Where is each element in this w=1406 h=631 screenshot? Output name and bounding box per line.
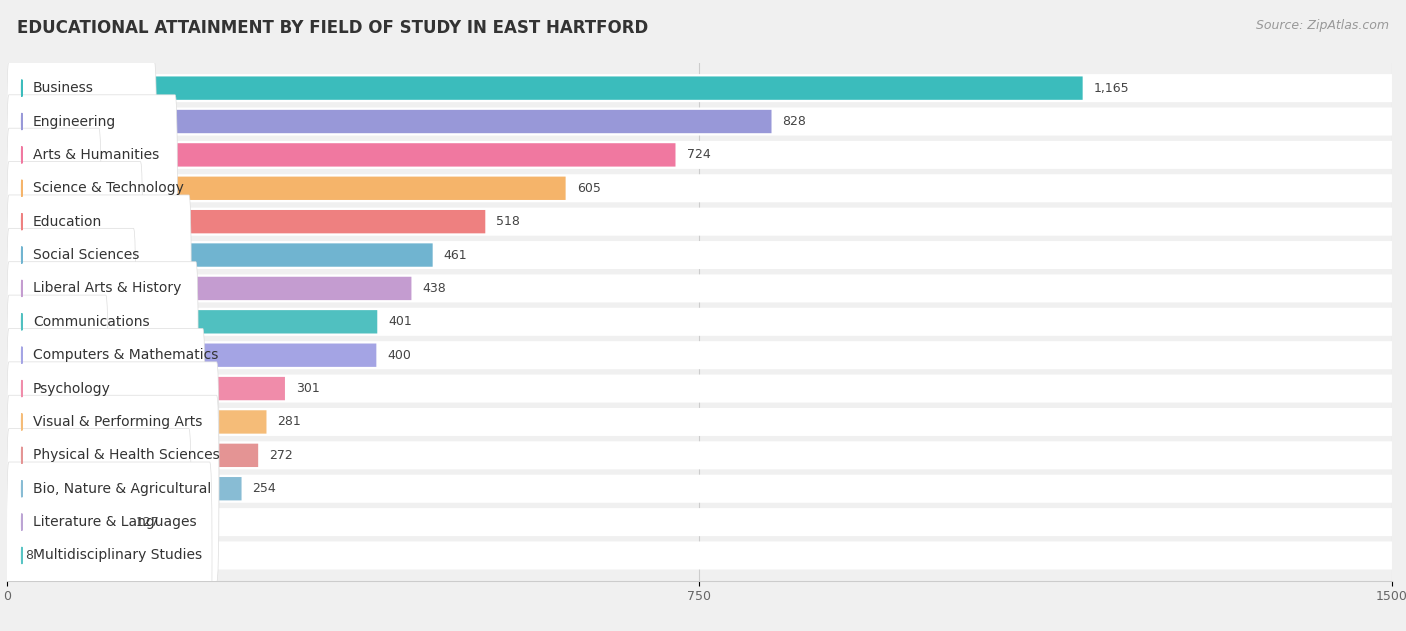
Text: 400: 400 xyxy=(388,349,412,362)
FancyBboxPatch shape xyxy=(7,110,772,133)
FancyBboxPatch shape xyxy=(7,477,242,500)
Text: Multidisciplinary Studies: Multidisciplinary Studies xyxy=(32,548,202,562)
FancyBboxPatch shape xyxy=(7,377,285,400)
FancyBboxPatch shape xyxy=(7,195,191,382)
FancyBboxPatch shape xyxy=(7,177,565,200)
Text: 518: 518 xyxy=(496,215,520,228)
FancyBboxPatch shape xyxy=(7,210,485,233)
FancyBboxPatch shape xyxy=(7,408,1392,436)
FancyBboxPatch shape xyxy=(7,428,191,616)
FancyBboxPatch shape xyxy=(7,74,1392,102)
Text: Social Sciences: Social Sciences xyxy=(32,248,139,262)
FancyBboxPatch shape xyxy=(7,395,219,582)
Text: Psychology: Psychology xyxy=(32,382,111,396)
FancyBboxPatch shape xyxy=(7,308,1392,336)
FancyBboxPatch shape xyxy=(7,141,1392,169)
Text: 272: 272 xyxy=(269,449,292,462)
FancyBboxPatch shape xyxy=(7,375,1392,403)
FancyBboxPatch shape xyxy=(7,475,1392,503)
FancyBboxPatch shape xyxy=(7,343,377,367)
FancyBboxPatch shape xyxy=(7,162,143,348)
Text: Engineering: Engineering xyxy=(32,114,117,129)
FancyBboxPatch shape xyxy=(7,544,14,567)
Text: Liberal Arts & History: Liberal Arts & History xyxy=(32,281,181,295)
FancyBboxPatch shape xyxy=(7,508,1392,536)
Text: 724: 724 xyxy=(686,148,710,162)
FancyBboxPatch shape xyxy=(7,228,136,415)
FancyBboxPatch shape xyxy=(7,61,156,249)
Text: 1,165: 1,165 xyxy=(1094,81,1129,95)
Text: Bio, Nature & Agricultural: Bio, Nature & Agricultural xyxy=(32,481,211,496)
FancyBboxPatch shape xyxy=(7,0,94,182)
Text: Physical & Health Sciences: Physical & Health Sciences xyxy=(32,449,219,463)
Text: EDUCATIONAL ATTAINMENT BY FIELD OF STUDY IN EAST HARTFORD: EDUCATIONAL ATTAINMENT BY FIELD OF STUDY… xyxy=(17,19,648,37)
Text: 127: 127 xyxy=(135,516,159,529)
FancyBboxPatch shape xyxy=(7,244,433,267)
Text: 281: 281 xyxy=(277,415,301,428)
Text: Literature & Languages: Literature & Languages xyxy=(32,515,197,529)
FancyBboxPatch shape xyxy=(7,95,177,282)
FancyBboxPatch shape xyxy=(7,510,124,534)
Text: 605: 605 xyxy=(576,182,600,195)
FancyBboxPatch shape xyxy=(7,410,267,433)
FancyBboxPatch shape xyxy=(7,444,259,467)
Text: Computers & Mathematics: Computers & Mathematics xyxy=(32,348,218,362)
FancyBboxPatch shape xyxy=(7,208,1392,236)
FancyBboxPatch shape xyxy=(7,541,1392,570)
Text: Business: Business xyxy=(32,81,94,95)
FancyBboxPatch shape xyxy=(7,274,1392,302)
FancyBboxPatch shape xyxy=(7,241,1392,269)
Text: Arts & Humanities: Arts & Humanities xyxy=(32,148,159,162)
FancyBboxPatch shape xyxy=(7,310,377,334)
FancyBboxPatch shape xyxy=(7,128,101,315)
FancyBboxPatch shape xyxy=(7,341,1392,369)
FancyBboxPatch shape xyxy=(7,76,1083,100)
Text: 438: 438 xyxy=(422,282,446,295)
Text: 254: 254 xyxy=(253,482,277,495)
FancyBboxPatch shape xyxy=(7,262,198,449)
FancyBboxPatch shape xyxy=(7,362,219,549)
FancyBboxPatch shape xyxy=(7,277,412,300)
FancyBboxPatch shape xyxy=(7,295,108,482)
Text: 401: 401 xyxy=(388,316,412,328)
FancyBboxPatch shape xyxy=(7,329,205,516)
Text: Communications: Communications xyxy=(32,315,149,329)
FancyBboxPatch shape xyxy=(7,28,115,215)
FancyBboxPatch shape xyxy=(7,143,675,167)
Text: 828: 828 xyxy=(783,115,807,128)
Text: 8: 8 xyxy=(25,549,34,562)
Text: 301: 301 xyxy=(297,382,319,395)
Text: Source: ZipAtlas.com: Source: ZipAtlas.com xyxy=(1256,19,1389,32)
Text: Science & Technology: Science & Technology xyxy=(32,181,184,195)
FancyBboxPatch shape xyxy=(7,462,212,631)
FancyBboxPatch shape xyxy=(7,174,1392,203)
FancyBboxPatch shape xyxy=(7,107,1392,136)
Text: 461: 461 xyxy=(444,249,467,261)
Text: Visual & Performing Arts: Visual & Performing Arts xyxy=(32,415,202,429)
FancyBboxPatch shape xyxy=(7,441,1392,469)
Text: Education: Education xyxy=(32,215,103,228)
